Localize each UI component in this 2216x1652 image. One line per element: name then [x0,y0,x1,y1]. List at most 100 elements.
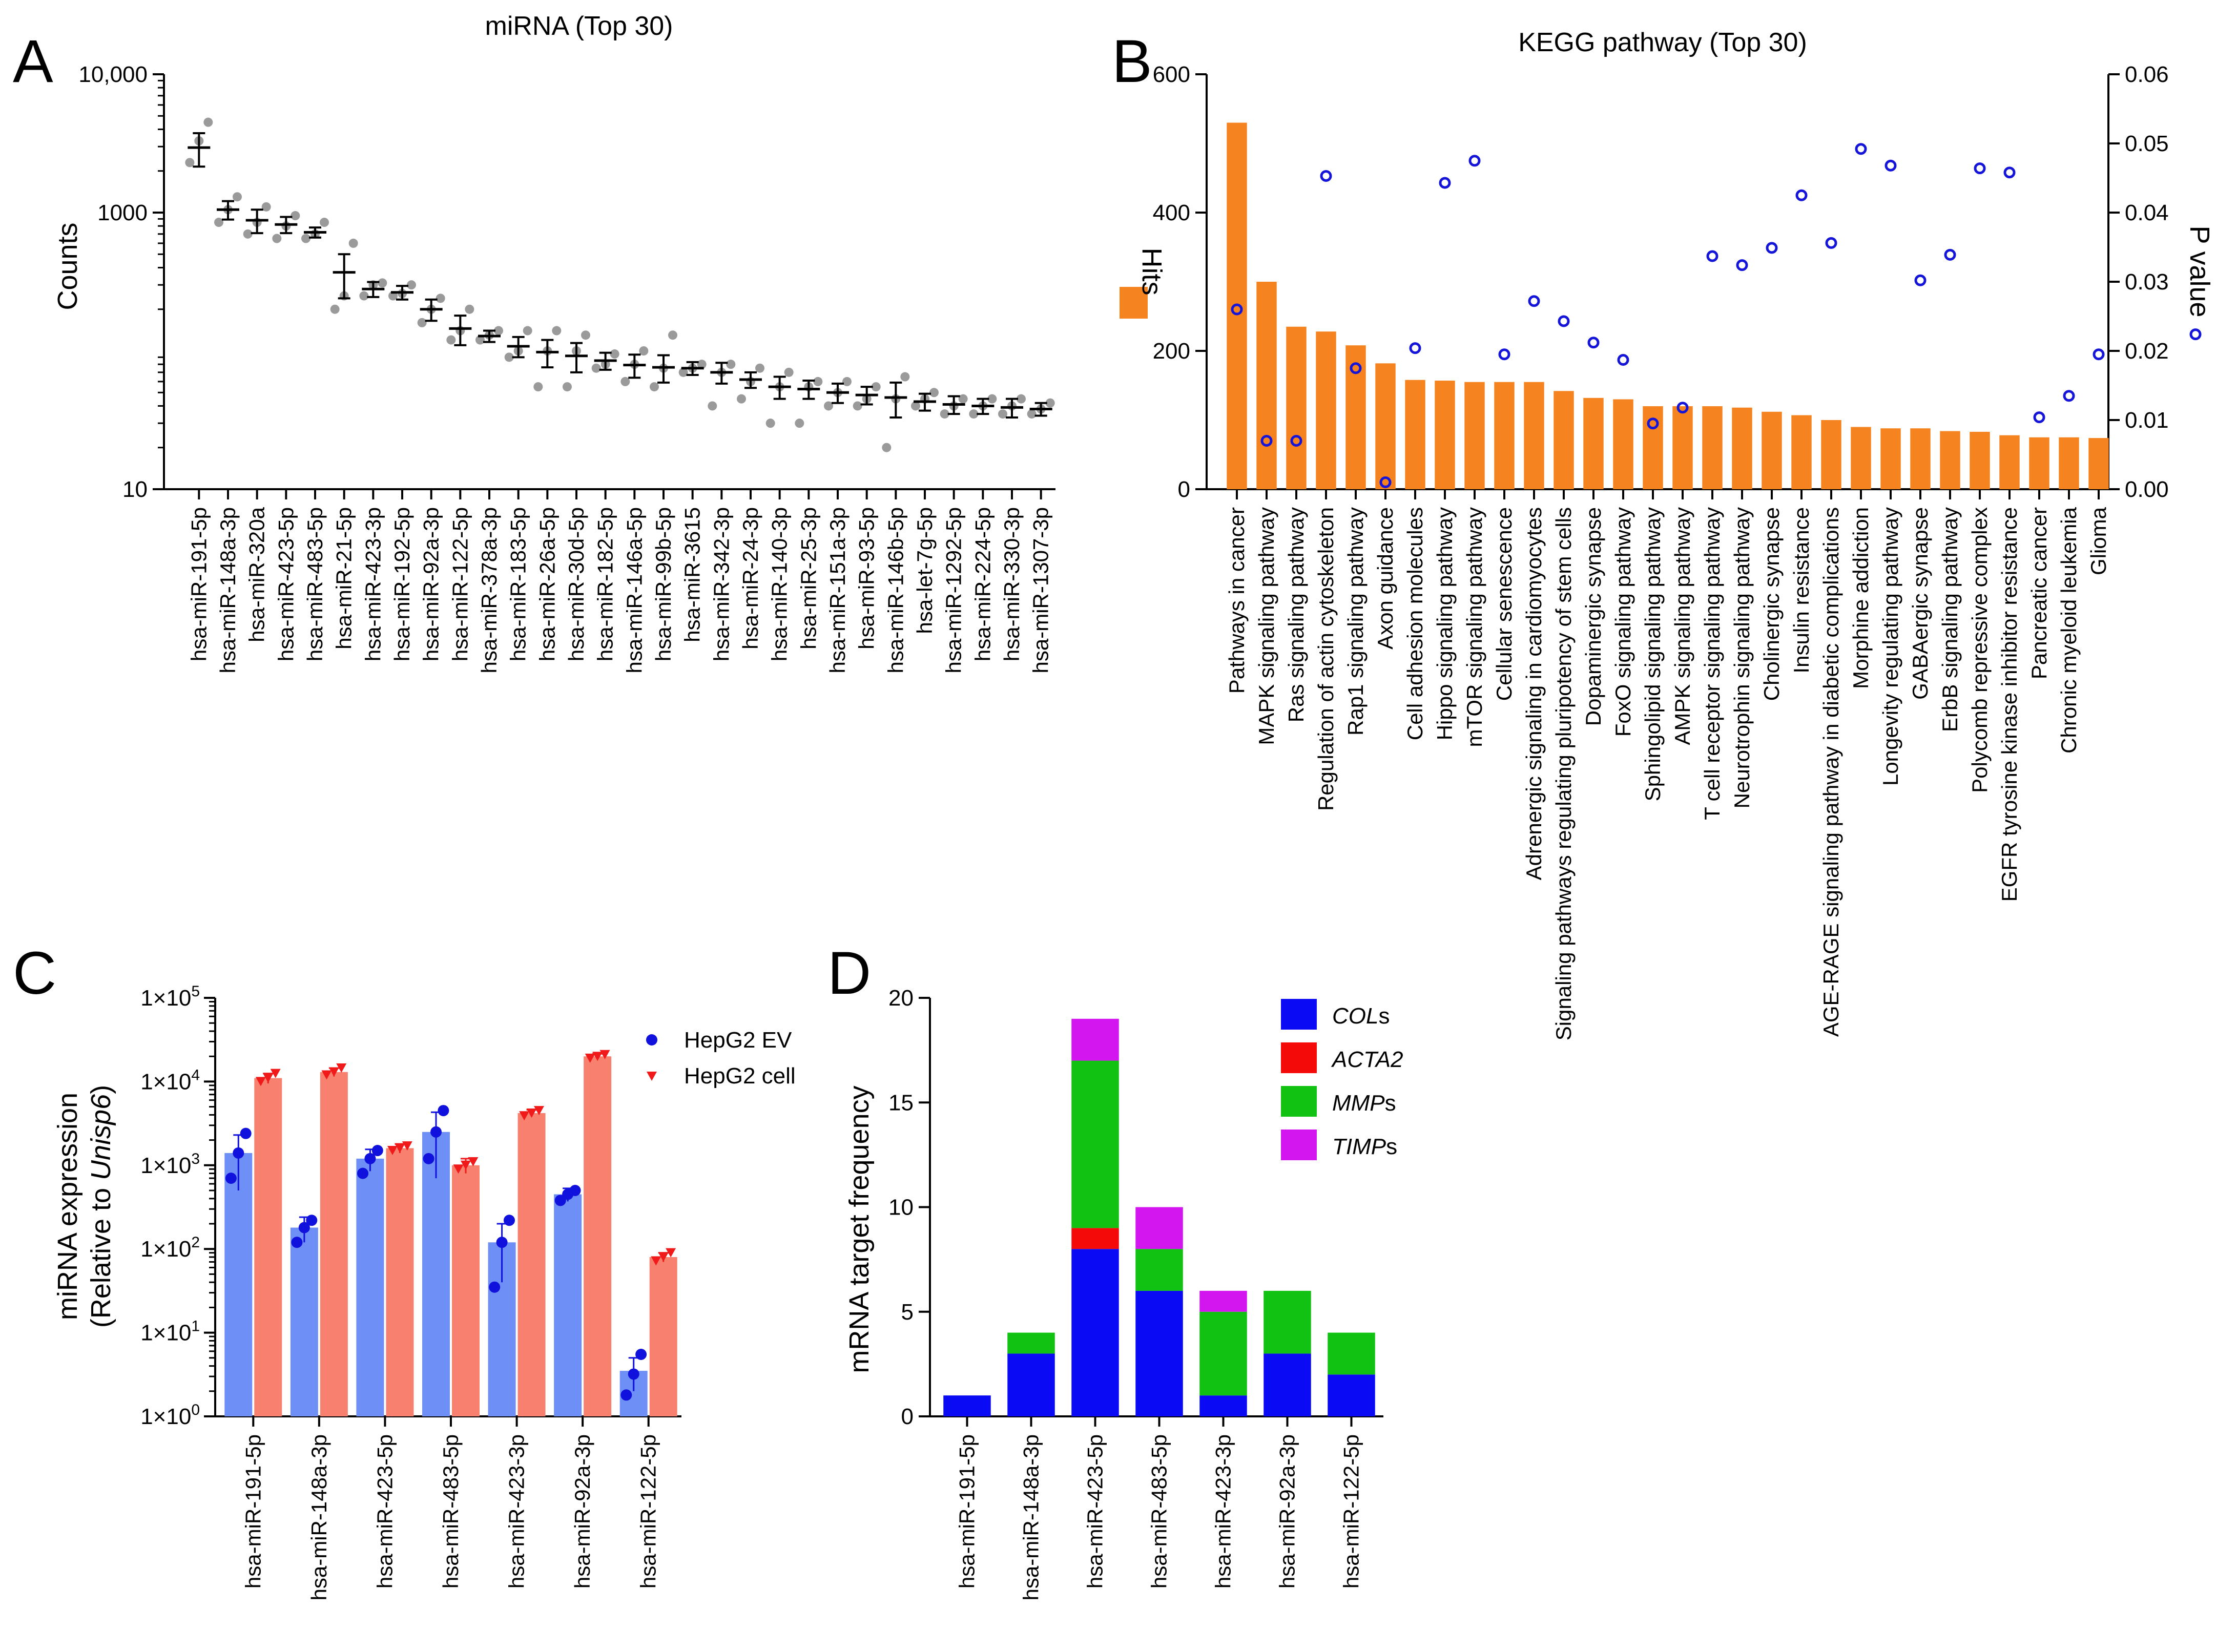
panel-d-y-tick-label: 0 [901,1404,914,1429]
panel-b-right-tick-label: 0.01 [2125,408,2169,433]
panel-d-x-tick-label: hsa-miR-92a-3p [1275,1434,1299,1588]
panel-b-hits-bar [1256,282,1277,489]
panel-d-axes: 0 5 10 15 20 hsa-miR-191-5p hsa-miR-148a-3p hsa… [888,986,1383,1600]
panel-a-x-tick-label: hsa-let-7g-5p [913,507,937,634]
panel-b-pvalue-point [1855,143,1867,155]
panel-b-x-tick-label: Neurotrophin signaling pathway [1730,507,1754,808]
panel-c-data-point [270,1069,281,1078]
panel-c-y-tick-label: 1×102 [140,1234,200,1262]
panel-b-hits-bar [1970,431,1990,489]
panel-a-data-point [407,280,416,290]
panel-b-pvalue-point [1676,402,1689,414]
panel-a-data-point [475,335,485,345]
panel-d-y-tick-label: 5 [901,1300,914,1325]
panel-b-hits-bar [1405,380,1425,489]
panel-a-data-point [581,330,590,340]
panel-b-x-tick-label: Longevity regulating pathway [1878,507,1902,786]
panel-c-x-tick-label: hsa-miR-191-5p [241,1434,265,1588]
panel-c-data-point [364,1153,376,1164]
panel-b-left-tick-label: 0 [1178,477,1190,502]
panel-b-pvalue-point [2063,390,2075,402]
panel-a-data-point [320,218,329,227]
panel-a-x-tick-label: hsa-miR-3615 [680,507,705,642]
panel-c-y-axis-title-line2: (Relative to Unisp6) [86,1085,116,1328]
panel-b-pvalue-point [1944,248,1956,261]
panel-b-right-tick-label: 0.03 [2125,269,2169,295]
panel-a-data-point [678,367,688,377]
panel-c-data-point [461,1160,471,1170]
panel-b-pvalue-point [1706,250,1718,262]
panel-d-marks [943,1018,1375,1416]
panel-d-legend-cols-swatch [1281,999,1317,1030]
panel-a-data-point [359,291,369,301]
panel-a-data-point [272,234,282,243]
panel-b-pvalue-point [1647,417,1659,430]
panel-a-x-tick-label: hsa-miR-151a-3p [825,507,850,673]
panel-c-x-tick-label: hsa-miR-483-5p [439,1434,463,1588]
panel-c-bar [224,1153,253,1416]
panel-a-axes: 10 1000 10,000 hsa-miR-191-5p hsa-miR-148a-3… [78,62,1055,673]
panel-b-x-tick-label: Rap1 signaling pathway [1343,507,1368,736]
panel-d-stack-segment [1264,1353,1311,1416]
panel-c-bar [356,1158,384,1416]
panel-a-x-tick-label: hsa-miR-146a-5p [622,507,646,673]
panel-b-x-tick-label: Signaling pathways regulating pluripoten… [1551,507,1576,1040]
panel-c-y-axis-title-line1: miRNA expression [52,1093,83,1320]
panel-a-data-point [784,367,794,377]
panel-a-x-tick-label: hsa-miR-26a-5p [535,507,559,661]
panel-b-hits-bar [1672,406,1693,489]
panel-d-stack-segment [1328,1374,1375,1416]
panel-c-x-tick-label: hsa-miR-423-5p [372,1434,397,1588]
panel-c-bar [452,1165,480,1416]
panel-a-x-tick-label: hsa-miR-30d-5p [564,507,588,661]
panel-c-data-point [233,1147,244,1159]
panel-c-data-point [255,1077,266,1086]
panel-a-data-point [998,409,1007,419]
panel-c: C miRNA expression (Relative to Unisp6) … [13,939,796,1600]
panel-a-x-tick-label: hsa-miR-423-3p [361,507,385,661]
panel-b-left-axis-title: Hits [1136,248,1167,296]
panel-c-x-tick-label: hsa-miR-122-5p [636,1434,660,1588]
panel-c-data-point [438,1105,449,1117]
panel-b-pvalue-point [1290,435,1302,447]
panel-a-data-point [755,363,764,373]
panel-b-hits-bar [1613,399,1633,489]
panel-b-pvalue-point [1439,177,1451,189]
panel-d-stack-segment [943,1395,991,1416]
panel-d-stack-segment [1135,1290,1183,1416]
panel-c-data-point [569,1184,581,1196]
panel-a-x-tick-label: hsa-miR-320a [245,507,269,642]
panel-b-x-tick-label: Sphingolipid signaling pathway [1641,507,1665,801]
panel-d-stack-segment [1264,1290,1311,1354]
panel-b-x-tick-label: FoxO signaling pathway [1611,507,1635,737]
panel-c-data-point [554,1195,566,1206]
panel-a-x-tick-label: hsa-miR-1307-3p [1029,507,1053,673]
panel-a-y-axis-title: Counts [52,222,83,310]
panel-c-data-point [468,1157,479,1167]
panel-a-x-tick-label: hsa-miR-224-5p [970,507,995,661]
panel-d-stack-segment [1135,1207,1183,1249]
panel-c-data-point [225,1173,237,1184]
panel-a-data-point [726,360,736,369]
panel-b-x-tick-label: Chronic myeloid leukemia [2057,507,2081,754]
panel-b-pvalue-point [1320,170,1332,182]
panel-d-x-tick-label: hsa-miR-483-5p [1147,1434,1171,1588]
panel-d-x-tick-label: hsa-miR-423-3p [1211,1434,1235,1588]
panel-b-left-tick-label: 400 [1153,200,1190,225]
panel-b-hits-bar [1999,435,2020,489]
panel-a-data-point [765,419,775,428]
panel-a-y-tick-label: 10 [122,477,148,502]
panel-b-x-tick-label: Glioma [2086,507,2110,575]
panel-a-data-point [563,382,572,392]
panel-b-hits-bar [1880,428,1901,489]
panel-a-data-point [958,394,968,404]
panel-a-data-point [417,318,427,327]
panel-a-data-point [291,211,300,221]
panel-b-hits-bar [1702,406,1723,489]
panel-c-y-tick-label: 1×104 [140,1067,200,1094]
panel-b-pvalue-point [1884,159,1897,172]
panel-a-data-point [813,377,823,386]
panel-d-stack-segment [1199,1311,1247,1396]
panel-a-data-point [185,158,195,168]
panel-c-data-point [585,1053,595,1063]
